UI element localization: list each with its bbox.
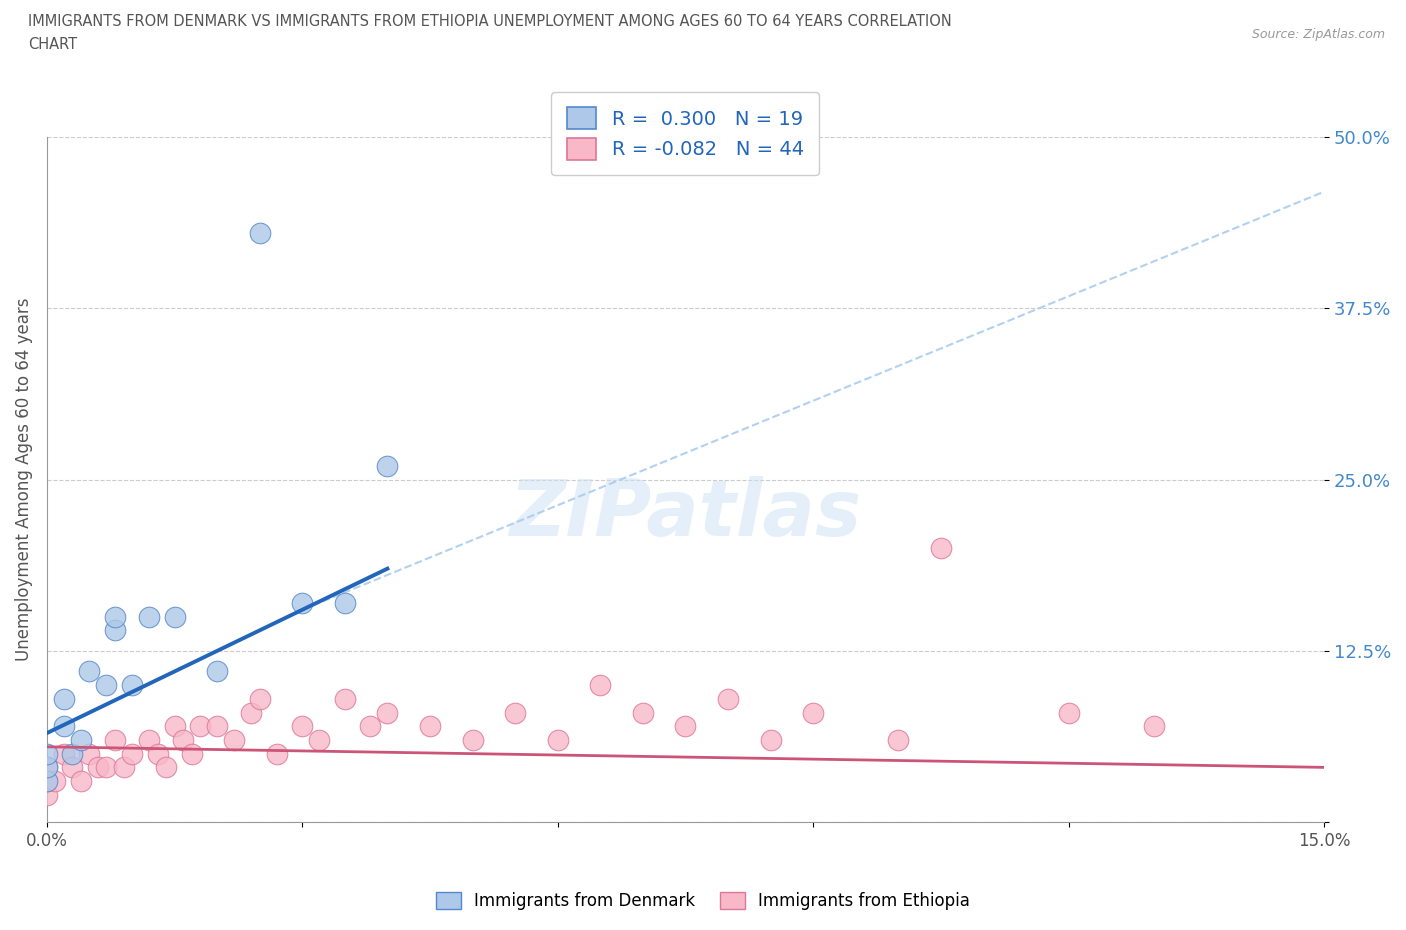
Text: CHART: CHART [28, 37, 77, 52]
Point [35, 774, 58, 789]
Point [70, 774, 93, 789]
Point [266, 746, 288, 761]
Point [503, 705, 526, 720]
Point [929, 540, 952, 555]
Point [121, 746, 143, 761]
Point [631, 705, 654, 720]
Point [205, 664, 228, 679]
Point [35, 760, 58, 775]
Legend: Immigrants from Denmark, Immigrants from Ethiopia: Immigrants from Denmark, Immigrants from… [429, 885, 977, 917]
Point [104, 733, 127, 748]
Point [87, 760, 110, 775]
Point [172, 733, 194, 748]
Point [240, 705, 263, 720]
Point [96, 678, 118, 693]
Point [759, 733, 782, 748]
Point [35, 760, 58, 775]
Point [249, 225, 271, 240]
Point [359, 719, 381, 734]
Point [104, 609, 127, 624]
Text: Source: ZipAtlas.com: Source: ZipAtlas.com [1251, 28, 1385, 41]
Point [887, 733, 910, 748]
Point [79, 664, 101, 679]
Point [62, 746, 84, 761]
Point [1057, 705, 1080, 720]
Point [52, 691, 75, 706]
Text: ZIPatlas: ZIPatlas [509, 476, 862, 551]
Point [188, 719, 211, 734]
Point [146, 746, 169, 761]
Point [717, 691, 740, 706]
Point [547, 733, 569, 748]
Point [35, 774, 58, 789]
Point [52, 746, 75, 761]
Point [52, 719, 75, 734]
Point [180, 746, 202, 761]
Point [461, 733, 484, 748]
Point [121, 678, 143, 693]
Point [291, 719, 314, 734]
Point [138, 733, 160, 748]
Point [155, 760, 177, 775]
Point [377, 705, 399, 720]
Point [35, 746, 58, 761]
Point [163, 609, 186, 624]
Point [673, 719, 696, 734]
Point [112, 760, 135, 775]
Point [249, 691, 271, 706]
Point [96, 760, 118, 775]
Text: IMMIGRANTS FROM DENMARK VS IMMIGRANTS FROM ETHIOPIA UNEMPLOYMENT AMONG AGES 60 T: IMMIGRANTS FROM DENMARK VS IMMIGRANTS FR… [28, 14, 952, 29]
Point [79, 746, 101, 761]
Point [224, 733, 246, 748]
Point [333, 691, 356, 706]
Point [589, 678, 612, 693]
Point [138, 609, 160, 624]
Point [308, 733, 330, 748]
Point [62, 760, 84, 775]
Point [163, 719, 186, 734]
Y-axis label: Unemployment Among Ages 60 to 64 years: Unemployment Among Ages 60 to 64 years [15, 298, 32, 661]
Point [70, 733, 93, 748]
Point [35, 788, 58, 803]
Point [104, 623, 127, 638]
Point [205, 719, 228, 734]
Point [44, 774, 66, 789]
Point [333, 595, 356, 610]
Point [801, 705, 824, 720]
Point [291, 595, 314, 610]
Point [377, 458, 399, 473]
Legend: R =  0.300   N = 19, R = -0.082   N = 44: R = 0.300 N = 19, R = -0.082 N = 44 [551, 92, 820, 175]
Point [419, 719, 441, 734]
Point [1143, 719, 1166, 734]
